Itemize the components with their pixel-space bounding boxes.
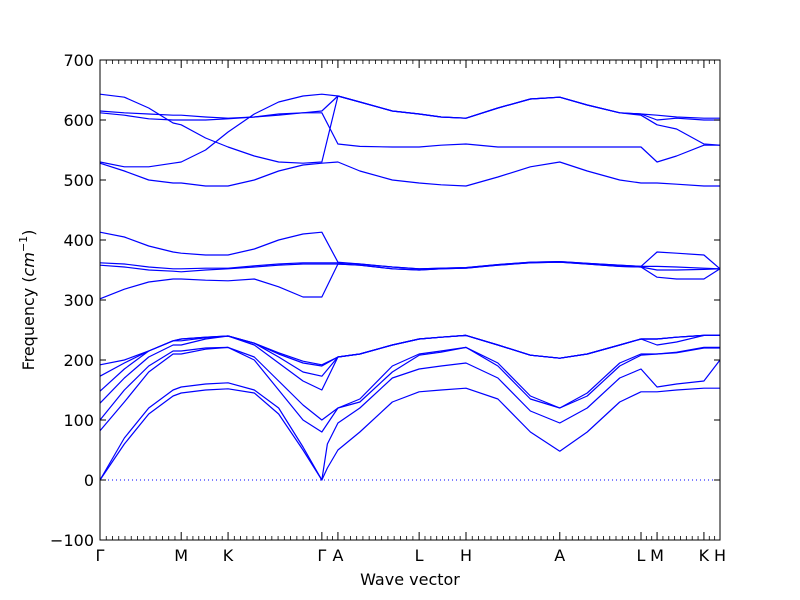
x-tick-label: L xyxy=(637,546,646,565)
y-axis-ticks: −100 0 100 200 300 400 500 600 700 xyxy=(50,51,720,550)
y-tick-label: 700 xyxy=(63,51,94,70)
phonon-branch-2 xyxy=(99,359,721,481)
y-axis-title: Frequency (cm−1) xyxy=(17,230,38,371)
x-tick-label: A xyxy=(554,546,565,565)
y-tick-label: 500 xyxy=(63,171,94,190)
phonon-branch-5 xyxy=(99,334,720,404)
x-tick-label: A xyxy=(332,546,343,565)
x-tick-label: H xyxy=(460,546,472,565)
y-tick-label: 400 xyxy=(63,231,94,250)
phonon-branch-13 xyxy=(99,161,720,187)
phonon-branch-8 xyxy=(99,334,720,366)
y-tick-label: 0 xyxy=(84,471,94,490)
phonon-branch-12 xyxy=(99,231,721,270)
y-axis-title-close: ) xyxy=(19,230,38,236)
phonon-branch-6 xyxy=(99,334,720,392)
y-tick-label: −100 xyxy=(50,531,94,550)
dispersion-lines xyxy=(99,93,721,481)
x-tick-label: M xyxy=(174,546,188,565)
y-axis-title-text: Frequency ( xyxy=(19,276,38,370)
phonon-branch-10 xyxy=(99,261,721,273)
phonon-branch-14 xyxy=(99,93,721,168)
y-tick-label: 300 xyxy=(63,291,94,310)
phonon-branch-1 xyxy=(99,387,720,481)
y-tick-label: 200 xyxy=(63,351,94,370)
x-tick-label: K xyxy=(223,546,234,565)
x-tick-label: Γ xyxy=(96,546,105,565)
x-tick-label: H xyxy=(714,546,726,565)
y-axis-title-exponent: −1 xyxy=(17,236,30,252)
x-tick-label: Γ xyxy=(317,546,326,565)
x-axis-title: Wave vector xyxy=(360,570,460,589)
x-tick-label: K xyxy=(699,546,710,565)
y-tick-label: 100 xyxy=(63,411,94,430)
plot-frame xyxy=(99,59,721,541)
phonon-branch-3 xyxy=(99,346,720,433)
y-axis-title-unit: cm xyxy=(19,252,38,276)
x-tick-label: M xyxy=(650,546,664,565)
y-tick-label: 600 xyxy=(63,111,94,130)
phonon-branch-15 xyxy=(99,112,720,163)
phonon-branch-17 xyxy=(99,93,720,164)
phonon-branch-16 xyxy=(99,95,720,119)
x-tick-label: L xyxy=(415,546,424,565)
phonon-branch-4 xyxy=(99,346,720,421)
